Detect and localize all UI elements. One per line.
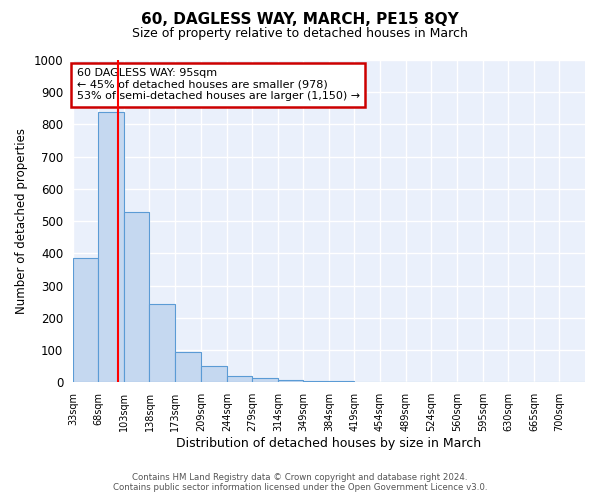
Bar — [201, 366, 227, 382]
Bar — [253, 378, 278, 382]
Bar — [227, 376, 253, 382]
Bar — [98, 112, 124, 382]
Bar — [329, 380, 355, 382]
Bar — [149, 304, 175, 382]
Text: Contains HM Land Registry data © Crown copyright and database right 2024.
Contai: Contains HM Land Registry data © Crown c… — [113, 473, 487, 492]
Bar — [73, 258, 98, 382]
Bar — [175, 352, 201, 382]
Bar — [304, 380, 329, 382]
X-axis label: Distribution of detached houses by size in March: Distribution of detached houses by size … — [176, 437, 482, 450]
Y-axis label: Number of detached properties: Number of detached properties — [15, 128, 28, 314]
Text: 60 DAGLESS WAY: 95sqm
← 45% of detached houses are smaller (978)
53% of semi-det: 60 DAGLESS WAY: 95sqm ← 45% of detached … — [77, 68, 359, 102]
Text: Size of property relative to detached houses in March: Size of property relative to detached ho… — [132, 28, 468, 40]
Text: 60, DAGLESS WAY, MARCH, PE15 8QY: 60, DAGLESS WAY, MARCH, PE15 8QY — [141, 12, 459, 28]
Bar — [124, 212, 149, 382]
Bar — [278, 380, 304, 382]
